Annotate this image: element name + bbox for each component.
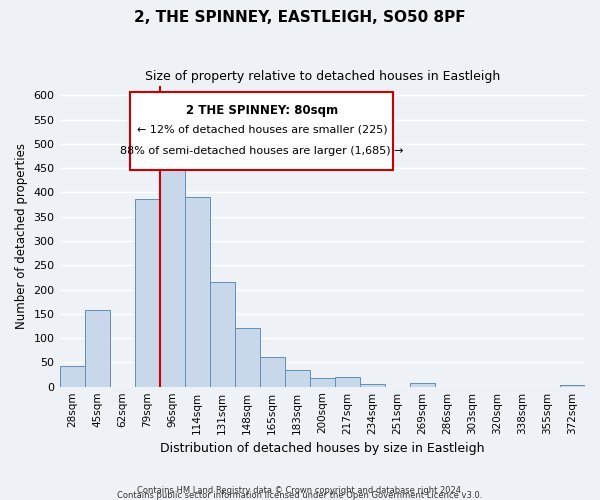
Bar	[410, 383, 435, 386]
Text: 88% of semi-detached houses are larger (1,685) →: 88% of semi-detached houses are larger (…	[120, 146, 404, 156]
Title: Size of property relative to detached houses in Eastleigh: Size of property relative to detached ho…	[145, 70, 500, 83]
Text: 2, THE SPINNEY, EASTLEIGH, SO50 8PF: 2, THE SPINNEY, EASTLEIGH, SO50 8PF	[134, 10, 466, 25]
Bar	[235, 328, 260, 386]
Bar	[185, 198, 209, 386]
Bar	[160, 164, 185, 386]
Bar	[59, 366, 85, 386]
Text: Contains HM Land Registry data © Crown copyright and database right 2024.: Contains HM Land Registry data © Crown c…	[137, 486, 463, 495]
Bar	[360, 384, 385, 386]
Bar	[335, 377, 360, 386]
Text: 2 THE SPINNEY: 80sqm: 2 THE SPINNEY: 80sqm	[186, 104, 338, 117]
Text: Contains public sector information licensed under the Open Government Licence v3: Contains public sector information licen…	[118, 491, 482, 500]
Bar	[560, 385, 585, 386]
Bar	[285, 370, 310, 386]
Bar	[85, 310, 110, 386]
Bar	[209, 282, 235, 387]
Bar	[260, 356, 285, 386]
Bar	[134, 198, 160, 386]
FancyBboxPatch shape	[130, 92, 393, 170]
Text: ← 12% of detached houses are smaller (225): ← 12% of detached houses are smaller (22…	[137, 124, 387, 134]
Bar	[310, 378, 335, 386]
Y-axis label: Number of detached properties: Number of detached properties	[15, 143, 28, 329]
X-axis label: Distribution of detached houses by size in Eastleigh: Distribution of detached houses by size …	[160, 442, 485, 455]
